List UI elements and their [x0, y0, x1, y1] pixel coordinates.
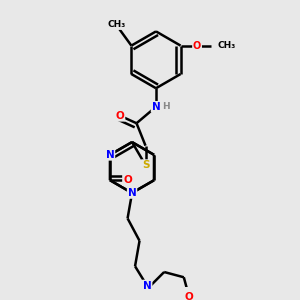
- Text: N: N: [142, 281, 152, 291]
- Text: CH₃: CH₃: [218, 41, 236, 50]
- Text: O: O: [116, 111, 124, 121]
- Text: S: S: [142, 160, 149, 170]
- Text: CH₃: CH₃: [107, 20, 125, 29]
- Text: N: N: [106, 150, 114, 160]
- Text: N: N: [152, 102, 160, 112]
- Text: O: O: [185, 292, 194, 300]
- Text: O: O: [123, 175, 132, 185]
- Text: O: O: [193, 40, 201, 51]
- Text: N: N: [128, 188, 136, 198]
- Text: H: H: [163, 102, 170, 111]
- Text: N: N: [142, 281, 152, 291]
